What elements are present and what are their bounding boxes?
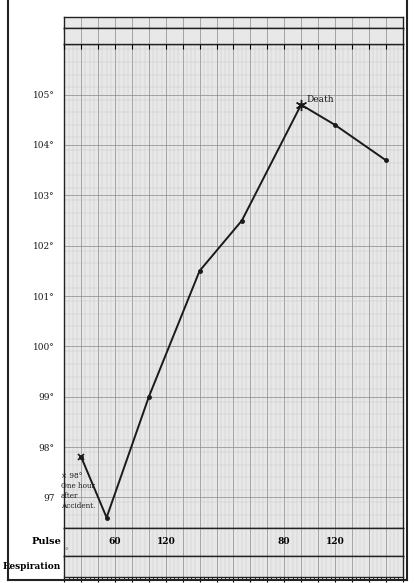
Text: × 98°
One hour
after
Accident.: × 98° One hour after Accident.	[61, 472, 95, 510]
Text: Pulse: Pulse	[31, 537, 61, 546]
Text: 120: 120	[325, 537, 344, 546]
Text: °: °	[64, 548, 68, 554]
Text: Respiration: Respiration	[2, 561, 61, 571]
Text: 120: 120	[156, 537, 175, 546]
Text: Death: Death	[306, 95, 334, 104]
Text: 60: 60	[109, 537, 121, 546]
Text: 80: 80	[278, 537, 290, 546]
